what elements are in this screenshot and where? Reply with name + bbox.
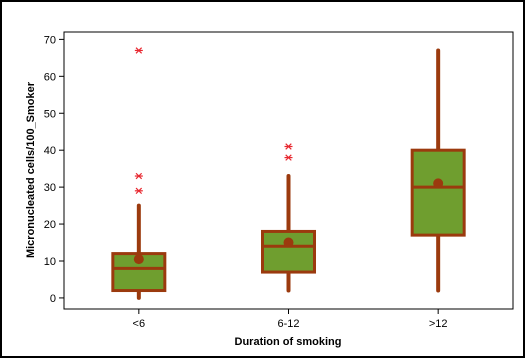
y-tick-label: 0	[50, 293, 56, 305]
outlier-marker	[284, 154, 293, 161]
y-axis-title: Micronucleated cells/100_Smoker	[25, 81, 37, 258]
box-2	[261, 143, 316, 293]
x-axis-title: Duration of smoking	[235, 336, 342, 348]
box-iqr	[410, 148, 466, 237]
boxes-group	[111, 47, 466, 300]
x-tick-label: >12	[429, 318, 448, 330]
y-tick-label: 60	[44, 71, 56, 83]
x-axis: <6 6-12 >12	[133, 309, 448, 330]
outlier-stroke	[135, 187, 143, 195]
outlier-stroke	[285, 154, 292, 161]
outlier-marker	[134, 47, 143, 54]
outlier-marker	[134, 172, 143, 180]
y-tick-label: 20	[44, 219, 56, 231]
box-3	[410, 48, 466, 293]
outlier-stroke	[285, 143, 292, 150]
mean-marker	[433, 178, 444, 189]
y-tick-label: 40	[44, 145, 56, 157]
y-tick-label: 50	[44, 108, 56, 120]
x-tick-label: <6	[133, 318, 146, 330]
box-iqr	[261, 229, 316, 274]
outlier-marker	[284, 143, 293, 150]
mean-marker	[283, 237, 294, 248]
mean-marker	[133, 254, 144, 265]
outlier-stroke	[135, 47, 143, 54]
outlier-marker	[134, 187, 143, 195]
y-axis: 0 10 20 30 40 50 60 70	[44, 34, 64, 305]
outlier-stroke	[135, 172, 143, 180]
box-1	[111, 47, 167, 300]
y-tick-label: 70	[44, 34, 56, 46]
y-tick-label: 10	[44, 256, 56, 268]
x-tick-label: 6-12	[277, 318, 299, 330]
y-tick-label: 30	[44, 182, 56, 194]
